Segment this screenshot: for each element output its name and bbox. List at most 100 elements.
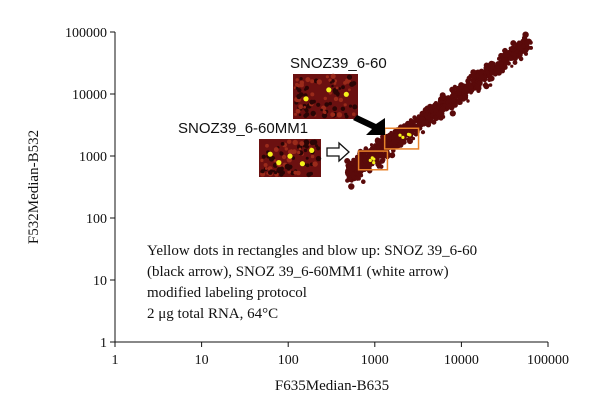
x-tick-label: 1	[112, 353, 119, 368]
data-point	[519, 48, 523, 52]
note-line-4: 2 μg total RNA, 64°C	[147, 306, 278, 322]
highlight-dot	[372, 161, 376, 165]
data-point	[350, 160, 355, 166]
inset-texture-dot	[287, 167, 291, 171]
inset-texture-dot	[340, 106, 346, 112]
inset-yellow-dot	[309, 147, 315, 153]
data-point	[392, 142, 396, 146]
data-point	[518, 51, 523, 56]
data-point	[420, 130, 426, 135]
data-point	[452, 93, 457, 98]
data-point	[466, 75, 472, 81]
data-point	[379, 138, 384, 143]
data-point	[379, 141, 383, 146]
inset-snoz39-mm1	[259, 139, 322, 178]
highlight-dot	[408, 133, 412, 137]
data-point	[348, 167, 354, 172]
data-point	[470, 77, 476, 83]
inset-texture-dot	[348, 104, 353, 108]
inset-texture-dot	[284, 147, 288, 151]
data-point	[399, 128, 404, 133]
inset-texture-dot	[299, 77, 303, 81]
inset-texture-dot	[276, 167, 282, 173]
inset-texture-dot	[260, 158, 264, 163]
inset-texture-dot	[304, 144, 310, 149]
data-point	[385, 141, 391, 147]
data-point	[445, 103, 452, 110]
data-point	[429, 109, 434, 114]
inset-texture-dot	[291, 156, 296, 160]
inset-texture-dot	[315, 155, 322, 162]
data-point	[458, 95, 463, 100]
data-point	[376, 158, 380, 162]
inset-texture-dot	[310, 92, 315, 97]
inset-texture-dot	[299, 141, 305, 146]
inset-texture-dot	[324, 102, 330, 107]
data-point	[475, 86, 482, 92]
highlight-dot	[401, 135, 405, 139]
inset-texture-dot	[349, 81, 355, 87]
data-point	[424, 105, 430, 111]
inset-texture-dot	[296, 93, 302, 100]
inset-texture-dot	[303, 148, 308, 153]
data-point	[483, 66, 489, 72]
inset-texture-dot	[287, 139, 292, 144]
data-point	[361, 179, 366, 184]
highlight-box-sn0z39	[383, 127, 420, 150]
data-point	[495, 64, 500, 69]
inset-texture-dot	[306, 172, 312, 178]
inset-texture-dot	[305, 156, 309, 160]
inset-texture-dot	[348, 88, 351, 92]
data-point	[374, 138, 381, 144]
inset-texture-dot	[316, 79, 322, 85]
inset-texture-dot	[330, 73, 336, 79]
inset-texture-dot	[335, 86, 339, 90]
y-axis-label: F532Median-B532	[26, 130, 42, 244]
data-point	[522, 31, 529, 38]
data-point	[424, 119, 429, 125]
y-tick-label: 10000	[72, 88, 107, 103]
data-point	[508, 56, 514, 61]
y-tick-label: 10	[93, 274, 107, 289]
inset-texture-dot	[338, 87, 342, 90]
data-point	[345, 170, 351, 177]
data-point	[512, 60, 518, 65]
inset-texture-dot	[336, 112, 343, 118]
inset-texture-dot	[295, 86, 299, 90]
data-point	[510, 64, 514, 68]
highlight-dot	[368, 158, 372, 162]
y-tick-label: 1000	[79, 150, 107, 165]
inset-texture-dot	[310, 110, 316, 117]
data-point	[440, 95, 446, 101]
inset-texture-dot	[321, 112, 328, 119]
white-arrow	[326, 141, 350, 163]
x-axis-label: F635Median-B635	[275, 378, 389, 394]
inset-yellow-dot	[303, 96, 309, 102]
data-point	[506, 61, 511, 66]
annotation-snoz39: SNOZ39_6-60	[290, 55, 387, 72]
inset-texture-dot	[309, 99, 315, 105]
inset-texture-dot	[305, 77, 311, 83]
y-tick-label: 100	[86, 212, 107, 227]
inset-texture-dot	[333, 96, 339, 102]
inset-texture-dot	[261, 154, 266, 159]
inset-texture-dot	[281, 154, 287, 160]
note-line-1: Yellow dots in rectangles and blow up: S…	[147, 243, 477, 259]
inset-texture-dot	[273, 147, 279, 152]
inset-texture-dot	[279, 151, 283, 155]
data-point	[483, 83, 490, 90]
highlight-box-1	[383, 127, 420, 150]
data-point	[435, 111, 441, 117]
inset-texture-dot	[298, 104, 303, 110]
inset-texture-dot	[295, 108, 301, 114]
data-point	[524, 40, 530, 46]
highlight-dot	[370, 156, 374, 160]
data-point	[480, 70, 485, 74]
inset-texture-dot	[333, 82, 337, 85]
inset-texture-dot	[292, 149, 297, 154]
inset-texture-dot	[331, 79, 335, 83]
data-point	[449, 110, 456, 117]
inset-texture-dot	[332, 106, 338, 112]
note-line-3: modified labeling protocol	[147, 285, 307, 301]
